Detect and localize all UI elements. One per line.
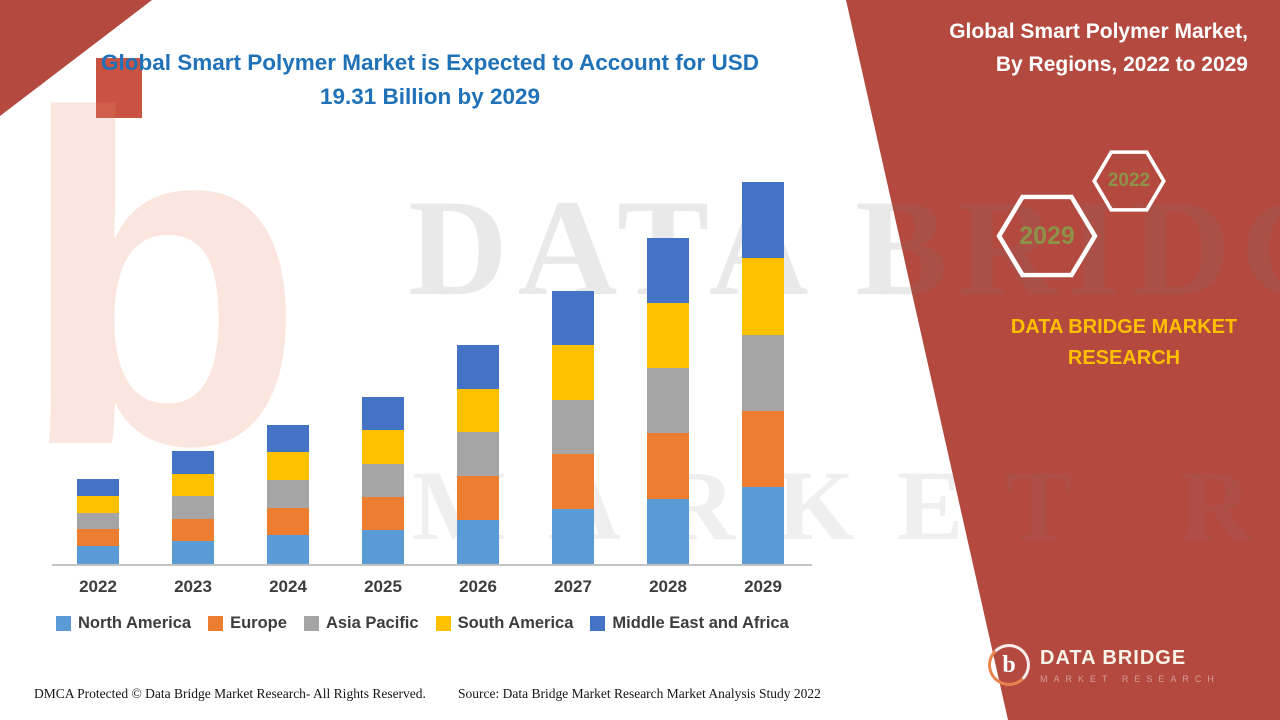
legend-swatch-europe	[208, 616, 224, 631]
brand-title: DATA BRIDGE MARKET RESEARCH	[1010, 316, 1238, 369]
bar-segment-europe	[362, 496, 404, 531]
legend-item-middle-east-and-africa: Middle East and Africa	[590, 614, 789, 633]
footer-source-text: Source: Data Bridge Market Research Mark…	[458, 686, 821, 701]
chart-title: Global Smart Polymer Market is Expected …	[100, 50, 760, 109]
x-axis-label-2025: 2025	[364, 577, 402, 596]
chart-legend: North America Europe Asia Pacific South Ame…	[56, 614, 789, 633]
bar-segment-south-america	[362, 430, 404, 464]
bar-segment-south-america	[457, 388, 499, 433]
x-axis-label-2029: 2029	[744, 577, 782, 596]
logo-subtext: MARKET RESEARCH	[1040, 674, 1220, 684]
bar-segment-asia-pacific	[457, 432, 499, 476]
bar-segment-middle-east-and-africa	[267, 424, 309, 453]
bar-segment-north-america	[172, 541, 214, 564]
hexagon-year-label: 2029	[1019, 221, 1075, 250]
bar-segment-north-america	[742, 486, 784, 564]
bar-segment-south-america	[172, 473, 214, 497]
bar-segment-middle-east-and-africa	[742, 182, 784, 259]
legend-item-north-america: North America	[56, 614, 191, 633]
legend-label-north-america: North America	[78, 614, 192, 632]
bar-segment-north-america	[457, 519, 499, 564]
bar-segment-asia-pacific	[77, 512, 119, 530]
bar-segment-europe	[552, 454, 594, 509]
bar-segment-north-america	[552, 508, 594, 564]
x-axis-line	[52, 564, 812, 566]
bar-segment-north-america	[362, 530, 404, 564]
bar-segment-north-america	[77, 546, 119, 564]
bar-2022	[77, 478, 119, 564]
legend-item-europe: Europe	[208, 614, 287, 633]
legend-item-south-america: South America	[435, 614, 574, 633]
x-axis-label-2022: 2022	[79, 577, 117, 596]
legend-swatch-south-america	[435, 616, 451, 631]
bar-segment-europe	[172, 518, 214, 542]
panel-title: Global Smart Polymer Market, By Regions,…	[949, 20, 1248, 76]
legend-label-middle-east-and-africa: Middle East and Africa	[612, 614, 789, 632]
bar-segment-europe	[267, 507, 309, 536]
watermark-logo-b: b	[18, 18, 306, 543]
bar-segment-middle-east-and-africa	[647, 237, 689, 303]
x-axis-label-2024: 2024	[269, 577, 307, 596]
bar-2029	[742, 182, 784, 564]
x-axis-label-2028: 2028	[649, 577, 687, 596]
legend-item-asia-pacific: Asia Pacific	[303, 614, 419, 633]
logo-stem-accent	[96, 58, 142, 118]
legend-label-south-america: South America	[457, 614, 574, 632]
bar-2023	[172, 451, 214, 564]
bar-segment-middle-east-and-africa	[362, 396, 404, 431]
legend-swatch-middle-east-and-africa	[590, 616, 606, 631]
bar-segment-south-america	[552, 345, 594, 400]
bar-segment-middle-east-and-africa	[77, 478, 119, 496]
bar-segment-asia-pacific	[552, 399, 594, 455]
bar-segment-middle-east-and-africa	[172, 451, 214, 474]
bar-segment-south-america	[647, 302, 689, 369]
bar-segment-middle-east-and-africa	[552, 291, 594, 346]
bar-2025	[362, 396, 404, 564]
bar-segment-europe	[742, 410, 784, 487]
bar-segment-asia-pacific	[362, 463, 404, 497]
bar-segment-north-america	[267, 535, 309, 564]
bar-segment-asia-pacific	[647, 368, 689, 434]
bar-segment-north-america	[647, 498, 689, 564]
legend-swatch-north-america	[56, 616, 71, 631]
data-bridge-logo: b DATA BRIDGE MARKET RESEARCH	[988, 644, 1220, 686]
bar-segment-south-america	[267, 452, 309, 480]
bar-segment-europe	[457, 475, 499, 520]
x-axis-label-2027: 2027	[554, 577, 592, 596]
bar-segment-south-america	[77, 495, 119, 513]
bar-segment-south-america	[742, 258, 784, 335]
bar-segment-asia-pacific	[742, 334, 784, 411]
legend-swatch-asia-pacific	[303, 616, 319, 631]
hexagon-year-2022: 2022	[1092, 150, 1166, 212]
hexagon-year-label: 2022	[1107, 170, 1151, 191]
bar-2027	[552, 291, 594, 564]
bar-segment-asia-pacific	[267, 479, 309, 508]
bar-segment-middle-east-and-africa	[457, 345, 499, 389]
bar-2024	[267, 424, 309, 564]
legend-label-europe: Europe	[230, 614, 287, 632]
legend-label-asia-pacific: Asia Pacific	[325, 614, 419, 632]
footer-dmca-text: DMCA Protected © Data Bridge Market Rese…	[34, 686, 426, 701]
bar-2026	[457, 345, 499, 564]
hexagon-year-2029: 2029	[996, 194, 1098, 278]
bar-2028	[647, 237, 689, 564]
bar-segment-europe	[647, 433, 689, 499]
bar-segment-asia-pacific	[172, 496, 214, 519]
bar-segment-europe	[77, 529, 119, 547]
x-axis-label-2023: 2023	[174, 577, 212, 596]
logo-circle-icon: b	[988, 644, 1030, 686]
logo-text: DATA BRIDGE	[1040, 647, 1187, 669]
x-axis-label-2026: 2026	[459, 577, 497, 596]
